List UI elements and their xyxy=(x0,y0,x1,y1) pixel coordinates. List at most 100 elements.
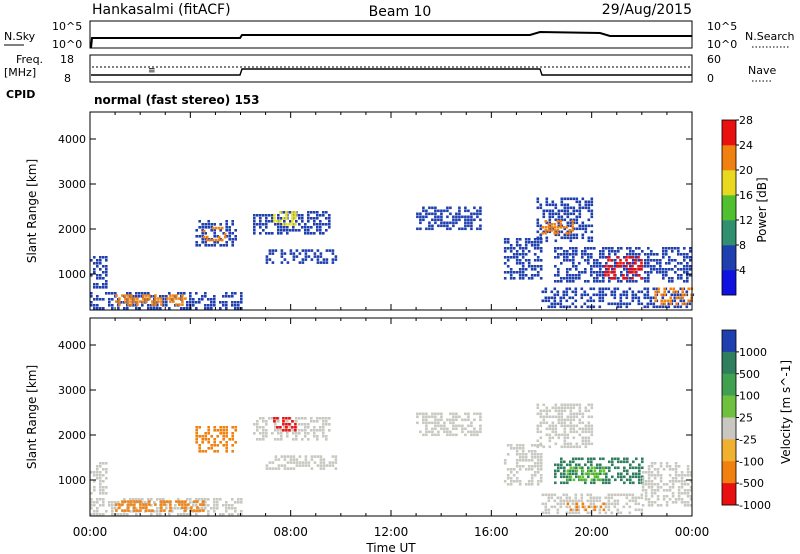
power-ytick-label-1: 2000 xyxy=(58,223,86,236)
power-cbar-tick-2: 12 xyxy=(739,214,753,227)
power-region-3 xyxy=(195,220,237,247)
power-cbar-swatch-5 xyxy=(722,145,736,171)
velocity-scatter-regions xyxy=(90,403,693,516)
power-region-9 xyxy=(503,238,543,280)
power-region-10 xyxy=(536,197,594,243)
power-cbar-swatch-3 xyxy=(722,195,736,221)
velocity-yticks: 1000 2000 3000 4000 xyxy=(58,318,693,516)
velocity-region-12 xyxy=(641,462,693,507)
power-scatter-regions xyxy=(90,197,695,310)
velocity-colorbar-label: Velocity [m s^-1] xyxy=(779,360,793,464)
noise-right-tick-top: 10^5 xyxy=(707,20,737,33)
power-ylabel: Slant Range [km] xyxy=(25,159,39,263)
freq-right-tick-top: 60 xyxy=(707,53,721,66)
velocity-region-10 xyxy=(554,457,644,485)
power-cbar-tick-1: 8 xyxy=(739,239,746,252)
velocity-region-0 xyxy=(90,462,108,495)
power-region-11 xyxy=(541,220,575,235)
velocity-ytick-label-2: 3000 xyxy=(58,384,86,397)
velocity-cbar-tick-1: 500 xyxy=(739,368,760,381)
velocity-cbar-swatch-0 xyxy=(722,330,736,353)
noise-left-tick-top: 10^5 xyxy=(52,20,82,33)
velocity-cbar-tick-5: -100 xyxy=(739,455,764,468)
time-axis-label: Time UT xyxy=(365,541,416,554)
power-cbar-swatch-0 xyxy=(722,270,736,296)
power-cbar-tick-3: 16 xyxy=(739,189,753,202)
velocity-cbar-tick-7: -1000 xyxy=(739,499,771,512)
velocity-region-3 xyxy=(195,426,237,453)
velocity-cbar-swatch-4 xyxy=(722,417,736,440)
power-region-12 xyxy=(554,247,692,283)
station-title: Hankasalmi (fitACF) xyxy=(92,2,231,18)
velocity-region-8 xyxy=(503,444,543,486)
power-colorbar: 4 8 12 16 20 24 28 xyxy=(721,114,753,296)
power-region-8 xyxy=(416,206,482,231)
power-region-0 xyxy=(90,256,108,289)
velocity-ytick-label-1: 2000 xyxy=(58,429,86,442)
freq-label-top: Freq. xyxy=(16,53,43,66)
nave-label: Nave xyxy=(748,64,776,77)
velocity-ylabel: Slant Range [km] xyxy=(25,365,39,469)
power-panel: 1000 2000 3000 4000 Slant Range [km] xyxy=(25,111,695,311)
velocity-region-13 xyxy=(541,493,644,515)
power-cbar-swatch-6 xyxy=(722,120,736,146)
velocity-cbar-swatch-5 xyxy=(722,439,736,462)
cpid-label: CPID xyxy=(6,88,35,101)
power-yticks: 1000 2000 3000 4000 xyxy=(58,112,693,310)
velocity-region-5 xyxy=(273,417,297,432)
power-cbar-swatch-1 xyxy=(722,245,736,271)
power-region-2 xyxy=(115,294,187,306)
nave-trace xyxy=(91,68,692,76)
freq-left-tick-bottom: 8 xyxy=(64,72,71,85)
time-tick-4: 16:00 xyxy=(474,525,509,539)
time-tick-6: 00:00 xyxy=(675,525,710,539)
velocity-cbar-tick-4: -25 xyxy=(739,433,757,446)
velocity-cbar-swatch-6 xyxy=(722,461,736,484)
noise-left-tick-bottom: 10^0 xyxy=(52,38,82,51)
power-cbar-swatch-2 xyxy=(722,220,736,246)
svg-text:≡: ≡ xyxy=(148,66,156,76)
velocity-cbar-tick-6: -500 xyxy=(739,477,764,490)
time-tick-3: 12:00 xyxy=(374,525,409,539)
velocity-ytick-label-0: 1000 xyxy=(58,474,86,487)
velocity-cbar-swatch-2 xyxy=(722,373,736,396)
velocity-cbar-swatch-3 xyxy=(722,395,736,418)
beam-title: Beam 10 xyxy=(369,4,432,20)
time-tick-0: 00:00 xyxy=(73,525,108,539)
power-cbar-swatch-4 xyxy=(722,170,736,196)
power-cbar-tick-6: 28 xyxy=(739,114,753,127)
velocity-panel: 1000 2000 3000 4000 Slant Range [km] xyxy=(25,317,693,517)
velocity-region-11 xyxy=(566,466,606,482)
freq-panel: Freq. [MHz] 18 8 60 0 Nave ≡ xyxy=(4,53,776,85)
velocity-cbar-tick-0: 1000 xyxy=(739,346,767,359)
velocity-cbar-tick-3: 25 xyxy=(739,412,753,425)
velocity-region-9 xyxy=(536,403,594,449)
power-region-7 xyxy=(265,249,338,264)
freq-right-tick-bottom: 0 xyxy=(707,72,714,85)
velocity-cbar-tick-2: 100 xyxy=(739,390,760,403)
velocity-region-14 xyxy=(566,502,606,512)
power-region-13 xyxy=(604,256,643,280)
time-axis: 00:00 04:00 08:00 12:00 16:00 20:00 00:00 xyxy=(73,525,710,539)
velocity-region-7 xyxy=(416,412,482,437)
power-cbar-tick-0: 4 xyxy=(739,264,746,277)
velocity-cbar-swatch-1 xyxy=(722,351,736,375)
power-region-4 xyxy=(202,226,227,242)
power-colorbar-label: Power [dB] xyxy=(755,177,769,242)
velocity-colorbar: 1000 500 100 25 -25 -100 -500 -1000 xyxy=(721,329,771,512)
velocity-cbar-swatch-7 xyxy=(722,483,736,506)
noise-trace xyxy=(90,30,692,49)
noise-right-label: N.Search xyxy=(745,30,795,43)
time-tick-5: 20:00 xyxy=(574,525,609,539)
time-tick-1: 04:00 xyxy=(173,525,208,539)
velocity-region-2 xyxy=(115,500,205,512)
noise-panel: N.Sky 10^5 10^0 10^5 10^0 N.Search xyxy=(4,20,795,51)
noise-left-label: N.Sky xyxy=(4,30,36,43)
power-cbar-tick-4: 20 xyxy=(739,164,753,177)
power-cbar-tick-5: 24 xyxy=(739,139,753,152)
power-region-6 xyxy=(273,211,297,226)
power-ytick-label-0: 1000 xyxy=(58,268,86,281)
power-region-15 xyxy=(654,287,693,306)
time-tick-2: 08:00 xyxy=(273,525,308,539)
